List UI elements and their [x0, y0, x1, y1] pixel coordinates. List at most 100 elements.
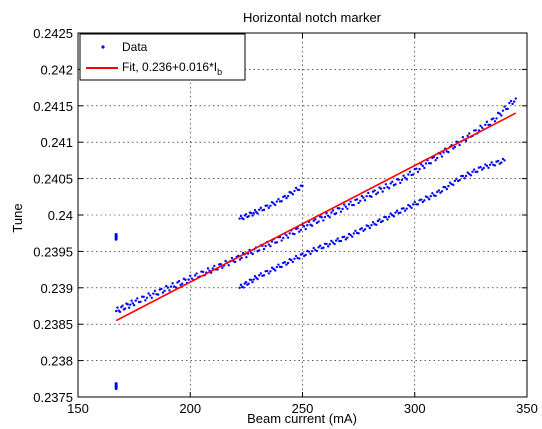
data-point — [256, 277, 259, 281]
data-point — [466, 171, 469, 174]
data-point — [386, 218, 389, 221]
data-point — [118, 310, 122, 314]
data-point — [349, 233, 352, 237]
data-point — [341, 207, 344, 211]
data-point — [275, 200, 279, 203]
data-point — [498, 112, 501, 115]
data-point — [342, 203, 346, 206]
y-tick-label: 0.239 — [40, 281, 73, 296]
data-point — [408, 170, 412, 174]
data-point — [509, 99, 513, 103]
data-point — [336, 237, 339, 240]
data-point — [436, 156, 439, 160]
data-point — [488, 163, 492, 167]
data-point — [339, 239, 343, 243]
data-point — [514, 97, 517, 100]
data-point — [461, 136, 465, 139]
data-point — [328, 216, 331, 219]
data-point — [344, 238, 347, 241]
data-point — [485, 120, 489, 124]
data-point — [375, 223, 378, 227]
data-point — [503, 105, 506, 108]
data-point — [439, 152, 442, 156]
data-point — [426, 196, 429, 199]
data-point — [468, 132, 471, 135]
data-point — [123, 307, 127, 310]
data-point — [399, 181, 402, 185]
data-point — [389, 212, 392, 215]
data-point — [317, 246, 320, 249]
data-point — [201, 270, 205, 274]
data-point — [264, 244, 267, 248]
data-point — [152, 292, 155, 295]
data-point — [373, 189, 376, 192]
data-point — [458, 178, 461, 182]
data-point — [275, 265, 279, 269]
data-point — [227, 264, 230, 267]
data-point — [136, 297, 139, 300]
data-point — [376, 219, 380, 223]
data-point — [399, 211, 402, 214]
data-point — [362, 229, 365, 232]
data-point — [375, 192, 378, 196]
data-point — [418, 167, 421, 171]
data-point — [363, 199, 367, 202]
data-point — [269, 244, 272, 248]
data-point — [309, 252, 312, 255]
data-point — [301, 184, 304, 188]
data-point — [298, 230, 301, 233]
data-point — [280, 199, 283, 203]
data-point — [262, 274, 266, 277]
data-point — [496, 159, 500, 163]
data-point — [367, 224, 370, 228]
data-point — [436, 190, 439, 194]
x-tick-label: 200 — [179, 401, 201, 416]
data-point — [352, 232, 356, 235]
data-point — [405, 178, 408, 181]
data-point — [512, 100, 516, 103]
data-point — [270, 240, 274, 243]
data-point — [501, 157, 505, 161]
data-point — [326, 214, 330, 217]
data-point — [181, 282, 184, 285]
data-point — [251, 280, 254, 284]
data-point — [312, 219, 315, 222]
data-point — [317, 220, 320, 223]
data-point — [466, 134, 469, 138]
data-point — [330, 211, 333, 214]
data-point — [362, 196, 365, 199]
data-point — [169, 285, 173, 288]
data-point — [376, 191, 380, 194]
data-point — [134, 299, 137, 302]
data-point — [394, 211, 397, 214]
data-point — [291, 260, 295, 264]
data-point — [249, 251, 253, 255]
legend-data-marker — [101, 45, 105, 49]
data-point — [482, 166, 485, 170]
data-point — [219, 262, 222, 266]
x-tick-label: 250 — [292, 401, 314, 416]
data-point — [471, 170, 474, 173]
data-point — [177, 280, 181, 283]
data-point — [355, 198, 359, 201]
data-point — [339, 210, 343, 213]
data-point — [285, 234, 288, 237]
data-point — [464, 139, 468, 143]
data-point — [421, 200, 424, 204]
data-point — [285, 263, 288, 266]
data-point — [247, 215, 250, 218]
data-point — [239, 214, 243, 218]
data-point — [360, 194, 364, 198]
data-point — [156, 293, 160, 296]
data-point — [242, 217, 245, 221]
data-point — [493, 164, 497, 167]
data-point — [370, 195, 373, 198]
data-point — [501, 109, 505, 112]
legend-data-label: Data — [122, 40, 148, 54]
data-point — [213, 264, 216, 268]
data-point — [266, 269, 269, 273]
data-point — [249, 211, 253, 215]
data-point — [384, 216, 388, 219]
data-point — [463, 177, 466, 180]
data-point — [320, 216, 323, 219]
